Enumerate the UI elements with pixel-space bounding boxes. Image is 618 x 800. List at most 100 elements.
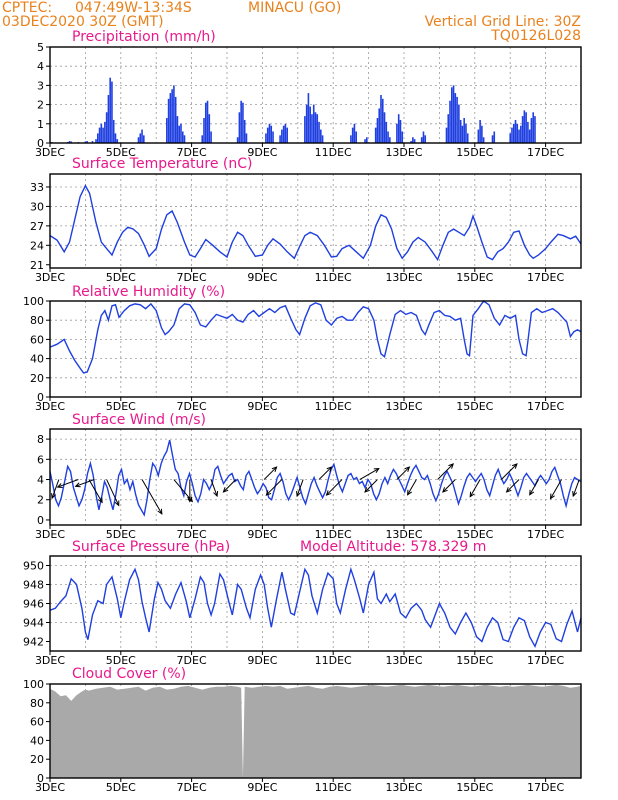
x-tick-label: 15DEC: [456, 528, 493, 541]
wind-vector-head: [157, 508, 163, 515]
precip-bar: [458, 104, 460, 143]
panel-precip: 0 1 2 3 4 5 3DEC 5DEC 7DEC 9DEC 11DEC 13DEC 15DEC 17D…: [35, 29, 582, 159]
x-tick-label: 17DEC: [527, 781, 564, 794]
precip-bar: [281, 129, 283, 143]
precip-bar: [176, 116, 179, 143]
precip-bar: [445, 127, 448, 143]
wind-vector-head: [222, 487, 229, 493]
header-run: 03DEC2020 30Z (GMT): [2, 14, 164, 30]
y-tick-label: 944: [23, 617, 44, 630]
wind-vector: [359, 467, 380, 480]
x-tick-label: 15DEC: [456, 654, 493, 667]
wind-vector-head: [326, 466, 333, 472]
y-tick-label: 5: [37, 41, 44, 54]
wind-vector-head: [407, 489, 413, 496]
precip-bar: [351, 127, 354, 143]
precip-bar: [171, 89, 173, 143]
precip-bar: [139, 133, 142, 143]
precip-bar: [314, 112, 317, 143]
wind-vector-shaft: [364, 479, 378, 493]
precip-bar: [321, 135, 324, 143]
wind-vector: [296, 479, 304, 498]
precip-bar: [304, 116, 306, 143]
y-tick-label: 942: [23, 636, 44, 649]
wind-vector-shaft: [263, 466, 277, 480]
panels: 0 1 2 3 4 5 3DEC 5DEC 7DEC 9DEC 11DEC 13DEC 15DEC 17D…: [23, 29, 582, 794]
precip-bar: [70, 141, 73, 143]
x-tick-label: 3DEC: [35, 400, 65, 413]
panel-frame: [49, 683, 582, 779]
wind-vector: [318, 466, 333, 480]
precip-bar: [452, 85, 455, 143]
precip-bar: [447, 114, 450, 143]
wind-vector-shaft: [396, 466, 410, 480]
precip-bar: [381, 98, 384, 143]
precip-bar: [509, 133, 511, 143]
precip-bar: [461, 125, 464, 143]
y-tick-label: 4: [37, 474, 44, 487]
y-tick-label: 8: [37, 433, 44, 446]
precip-bar: [236, 137, 239, 143]
y-tick-label: 33: [30, 181, 44, 194]
wind-vector: [469, 479, 481, 498]
precip-bar: [282, 125, 285, 143]
wind-vector-shaft: [572, 479, 580, 497]
wind-vector-head: [364, 487, 370, 493]
precip-bar: [284, 123, 287, 143]
precip-bar: [527, 121, 529, 143]
wind-vector-shaft: [106, 479, 120, 506]
x-tick-label: 7DEC: [177, 400, 207, 413]
model-altitude-label: Model Altitude: 578.329 m: [300, 539, 486, 555]
precip-bar: [387, 131, 389, 143]
precip-bar: [420, 137, 423, 143]
wind-vector: [88, 479, 103, 504]
precip-bar: [459, 119, 462, 143]
x-tick-label: 11DEC: [315, 400, 352, 413]
precip-bar: [104, 121, 106, 143]
wind-vector: [529, 479, 539, 496]
panel-cloud: 0 20 40 60 80 100 3DEC 5DEC 7DEC 9DEC 11DEC 13DEC 15…: [23, 666, 582, 794]
y-tick-label: 3: [37, 79, 44, 92]
temp-series-line: [49, 184, 582, 262]
precip-bar: [137, 137, 140, 143]
wind-vector-shaft: [173, 479, 193, 502]
y-tick-label: 0: [37, 772, 44, 785]
precip-bar: [516, 123, 519, 143]
precip-bar: [520, 125, 522, 143]
header-grid-note: Vertical Grid Line: 30Z: [425, 14, 581, 30]
header: CPTEC: 047:49W-13:34S MINACU (GO) 03DEC2…: [2, 0, 581, 44]
cloud-area: [50, 684, 581, 778]
precip-bar: [493, 131, 496, 143]
panel-wind: 0 2 4 6 8 3DEC 5DEC 7DEC 9DEC 11DEC 13DEC 15DEC 17DE…: [35, 412, 582, 541]
wind-vector: [325, 479, 343, 496]
y-tick-label: 20: [30, 372, 44, 385]
x-tick-label: 5DEC: [106, 528, 136, 541]
x-tick-label: 9DEC: [247, 654, 277, 667]
precip-bar: [86, 141, 88, 143]
press-series-line: [49, 566, 582, 648]
x-tick-label: 17DEC: [527, 146, 564, 159]
x-tick-label: 5DEC: [106, 654, 136, 667]
wind-vector: [500, 463, 518, 480]
x-tick-label: 13DEC: [385, 781, 422, 794]
precip-bar: [183, 135, 186, 143]
precip-bar: [401, 131, 404, 143]
precip-bar: [143, 135, 145, 143]
y-tick-label: 2: [37, 99, 44, 112]
x-tick-label: 13DEC: [385, 528, 422, 541]
wind-vector: [364, 479, 378, 493]
panel-press: 942 944 946 948 950 3DEC 5DEC 7DEC 9DEC 11DEC 13DE…: [23, 539, 582, 667]
x-tick-label: 13DEC: [385, 654, 422, 667]
precip-bar: [206, 100, 209, 143]
precip-bar: [454, 93, 457, 143]
precip-bar: [141, 129, 143, 143]
x-tick-label: 3DEC: [35, 528, 65, 541]
precip-bar: [265, 133, 267, 143]
y-tick-label: 0: [37, 514, 44, 527]
wind-vector-head: [213, 491, 219, 498]
wind-vector-head: [442, 487, 448, 493]
wind-vector-head: [469, 491, 475, 498]
wind-vector: [222, 479, 237, 493]
wind-vector-head: [529, 489, 535, 496]
precip-bar: [521, 116, 524, 143]
